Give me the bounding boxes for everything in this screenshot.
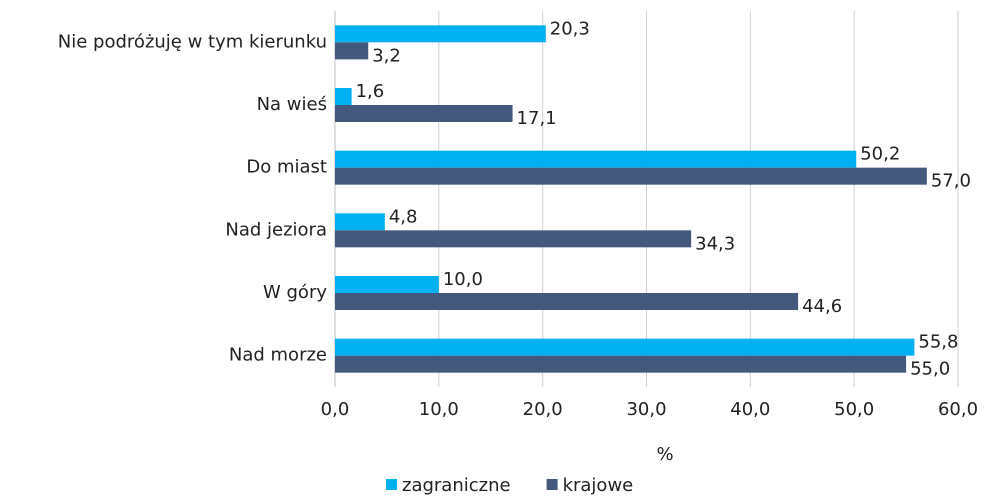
bar (335, 167, 927, 185)
data-label: 55,0 (910, 359, 950, 380)
x-tick-label: 50,0 (834, 399, 874, 420)
bar (335, 88, 352, 105)
y-tick-label: Nie podróżuję w tym kierunku (58, 31, 327, 52)
data-label: 1,6 (356, 81, 385, 102)
data-label: 57,0 (931, 171, 971, 192)
bar (335, 338, 915, 356)
x-tick-label: 40,0 (730, 399, 770, 420)
y-tick-label: W góry (263, 282, 327, 303)
bar (335, 150, 857, 168)
y-tick-label: Nad jeziora (225, 219, 327, 240)
data-label: 50,2 (860, 144, 900, 165)
x-tick-label: 30,0 (626, 399, 666, 420)
data-label: 4,8 (389, 206, 418, 227)
legend-label: krajowe (563, 475, 634, 496)
bar (335, 355, 907, 373)
data-label: 55,8 (918, 332, 958, 353)
x-axis-label: % (656, 444, 673, 465)
data-label: 3,2 (372, 45, 401, 66)
bar (335, 25, 546, 43)
bar (335, 293, 799, 310)
bar (335, 105, 513, 122)
data-label: 17,1 (517, 108, 557, 129)
bar (335, 213, 385, 231)
legend-swatch (546, 479, 558, 490)
y-tick-label: Nad morze (229, 345, 327, 366)
data-label: 44,6 (802, 296, 842, 317)
y-tick-label: Do miast (246, 157, 327, 178)
y-tick-label: Na wieś (257, 94, 327, 115)
x-tick-label: 0,0 (321, 399, 350, 420)
bar (335, 276, 439, 293)
data-label: 10,0 (443, 269, 483, 290)
legend-swatch (386, 479, 397, 490)
bar (335, 42, 369, 60)
x-tick-label: 10,0 (419, 399, 459, 420)
x-tick-label: 60,0 (938, 399, 978, 420)
bar (335, 230, 692, 248)
x-tick-label: 20,0 (523, 399, 563, 420)
data-label: 34,3 (695, 233, 735, 254)
data-label: 20,3 (550, 18, 590, 39)
legend-label: zagraniczne (402, 475, 511, 496)
